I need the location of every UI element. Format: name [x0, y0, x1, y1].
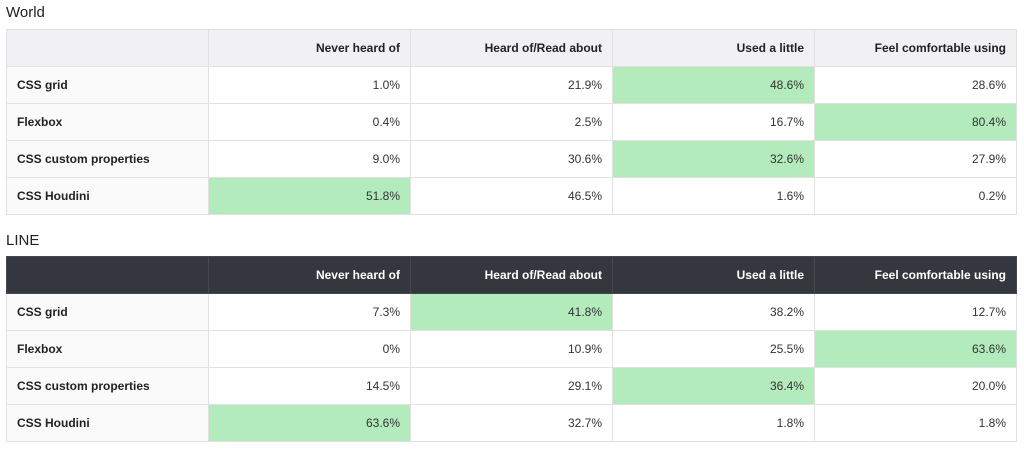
- row-label: CSS grid: [6, 66, 209, 104]
- value-cell: 9.0%: [208, 140, 411, 178]
- value-cell: 0.2%: [814, 177, 1017, 215]
- value-cell: 29.1%: [410, 367, 613, 405]
- row-label: CSS grid: [6, 293, 209, 331]
- value-cell: 32.6%: [612, 140, 815, 178]
- value-cell: 25.5%: [612, 330, 815, 368]
- value-cell: 32.7%: [410, 404, 613, 442]
- value-cell: 1.8%: [612, 404, 815, 442]
- value-cell: 27.9%: [814, 140, 1017, 178]
- section-title-world: World: [6, 4, 45, 21]
- value-cell: 63.6%: [208, 404, 411, 442]
- value-cell: 0.4%: [208, 103, 411, 141]
- value-cell: 12.7%: [814, 293, 1017, 331]
- table-row: CSS grid 1.0% 21.9% 48.6% 28.6%: [6, 66, 1017, 104]
- table-row: CSS Houdini 51.8% 46.5% 1.6% 0.2%: [6, 177, 1017, 215]
- value-cell: 80.4%: [814, 103, 1017, 141]
- column-header: Never heard of: [208, 256, 411, 294]
- value-cell: 36.4%: [612, 367, 815, 405]
- column-header: Feel comfortable using: [814, 256, 1017, 294]
- corner-cell: [6, 29, 209, 67]
- world-table: Never heard of Heard of/Read about Used a …: [6, 29, 1017, 215]
- value-cell: 48.6%: [612, 66, 815, 104]
- row-label: CSS custom properties: [6, 140, 209, 178]
- value-cell: 1.6%: [612, 177, 815, 215]
- value-cell: 63.6%: [814, 330, 1017, 368]
- value-cell: 21.9%: [410, 66, 613, 104]
- table-row: CSS custom properties 14.5% 29.1% 36.4% 20.0…: [6, 367, 1017, 405]
- value-cell: 1.8%: [814, 404, 1017, 442]
- row-label: CSS custom properties: [6, 367, 209, 405]
- value-cell: 7.3%: [208, 293, 411, 331]
- value-cell: 14.5%: [208, 367, 411, 405]
- value-cell: 30.6%: [410, 140, 613, 178]
- header-row: Never heard of Heard of/Read about Used a …: [6, 29, 1017, 67]
- table-row: CSS Houdini 63.6% 32.7% 1.8% 1.8%: [6, 404, 1017, 442]
- column-header: Never heard of: [208, 29, 411, 67]
- column-header: Heard of/Read about: [410, 29, 613, 67]
- column-header: Used a little: [612, 256, 815, 294]
- value-cell: 28.6%: [814, 66, 1017, 104]
- value-cell: 46.5%: [410, 177, 613, 215]
- value-cell: 41.8%: [410, 293, 613, 331]
- corner-cell: [6, 256, 209, 294]
- table-row: CSS custom properties 9.0% 30.6% 32.6% 27.9%: [6, 140, 1017, 178]
- value-cell: 0%: [208, 330, 411, 368]
- row-label: Flexbox: [6, 103, 209, 141]
- row-label: Flexbox: [6, 330, 209, 368]
- table-row: CSS grid 7.3% 41.8% 38.2% 12.7%: [6, 293, 1017, 331]
- value-cell: 2.5%: [410, 103, 613, 141]
- row-label: CSS Houdini: [6, 177, 209, 215]
- section-title-line: LINE: [6, 232, 40, 249]
- table-row: Flexbox 0% 10.9% 25.5% 63.6%: [6, 330, 1017, 368]
- value-cell: 51.8%: [208, 177, 411, 215]
- value-cell: 1.0%: [208, 66, 411, 104]
- header-row: Never heard of Heard of/Read about Used a …: [6, 256, 1017, 294]
- value-cell: 10.9%: [410, 330, 613, 368]
- column-header: Used a little: [612, 29, 815, 67]
- value-cell: 38.2%: [612, 293, 815, 331]
- value-cell: 20.0%: [814, 367, 1017, 405]
- table-row: Flexbox 0.4% 2.5% 16.7% 80.4%: [6, 103, 1017, 141]
- line-table: Never heard of Heard of/Read about Used a …: [6, 256, 1017, 442]
- row-label: CSS Houdini: [6, 404, 209, 442]
- column-header: Feel comfortable using: [814, 29, 1017, 67]
- value-cell: 16.7%: [612, 103, 815, 141]
- column-header: Heard of/Read about: [410, 256, 613, 294]
